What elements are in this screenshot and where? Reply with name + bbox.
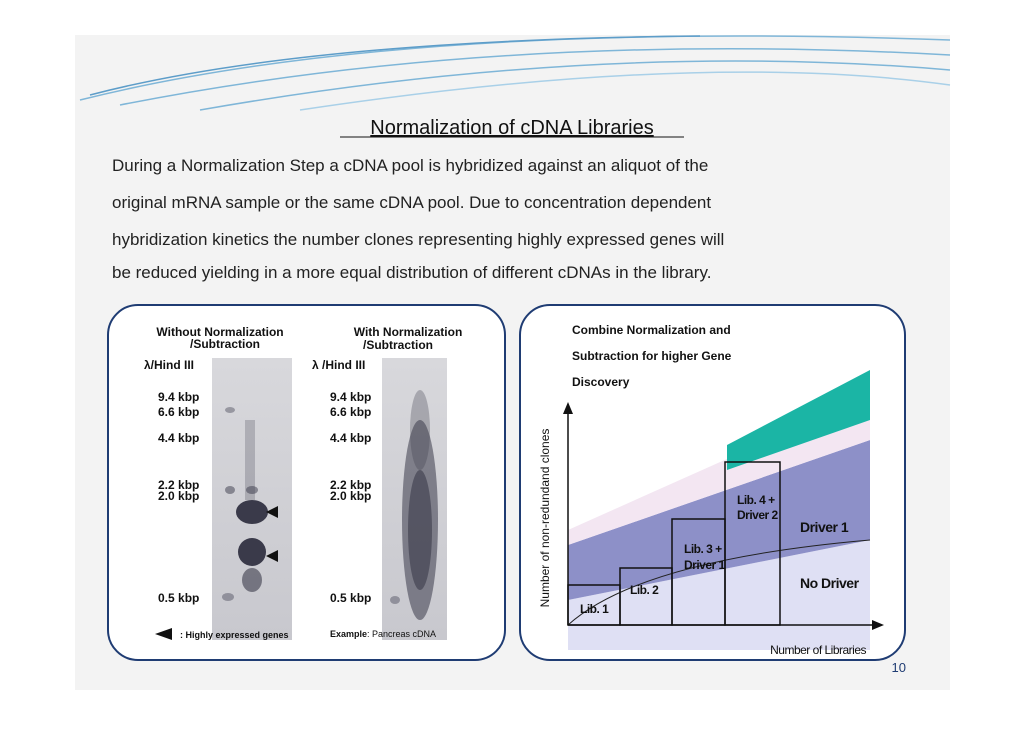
paragraph-line: original mRNA sample or the same cDNA po… xyxy=(112,193,711,212)
gel-without xyxy=(212,358,292,640)
page-number: 10 xyxy=(892,660,906,675)
title: Normalization of cDNA Libraries xyxy=(370,117,653,139)
arrows xyxy=(155,506,278,640)
paragraph-line: During a Normalization Step a cDNA pool … xyxy=(112,156,708,175)
lib-label: Lib. 1 xyxy=(580,602,609,616)
paragraph-line: be reduced yielding in a more equal dist… xyxy=(112,263,711,282)
diagram xyxy=(563,370,884,650)
size-marker: 6.6 kbp xyxy=(158,405,199,419)
size-marker: 0.5 kbp xyxy=(330,591,371,605)
band-label: No Driver xyxy=(800,575,860,591)
y-axis-label: Number of non-redundand clones xyxy=(538,429,552,608)
heading: With Normalization xyxy=(354,325,463,339)
legend: : Highly expressed genes xyxy=(180,630,289,640)
ladder-label: λ /Hind III xyxy=(312,358,365,372)
heading: Without Normalization xyxy=(156,325,283,339)
lib-label: Lib. 3 + xyxy=(684,542,722,556)
diagram-title: Discovery xyxy=(572,375,630,389)
example: Example: Pancreas cDNA xyxy=(330,629,436,639)
heading: /Subtraction xyxy=(363,338,433,352)
gel-bands xyxy=(222,407,268,601)
size-marker: 9.4 kbp xyxy=(330,390,371,404)
size-marker: 4.4 kbp xyxy=(330,431,371,445)
x-axis-label: Number of Libraries xyxy=(770,643,866,657)
lib-label: Lib. 2 xyxy=(630,583,659,597)
size-marker: 2.2 kbp xyxy=(158,478,199,492)
gel-smear xyxy=(390,390,438,620)
size-marker: 0.5 kbp xyxy=(158,591,199,605)
size-marker: 6.6 kbp xyxy=(330,405,371,419)
lib-label: Lib. 4 + xyxy=(737,493,775,507)
paragraph-line: hybridization kinetics the number clones… xyxy=(112,230,724,249)
heading: /Subtraction xyxy=(190,337,260,351)
size-marker: 9.4 kbp xyxy=(158,390,199,404)
lib-label: Driver 2 xyxy=(737,508,779,522)
example-label: Example xyxy=(330,629,367,639)
band-label: Driver 1 xyxy=(800,519,849,535)
diagram-title: Subtraction for higher Gene xyxy=(572,349,732,363)
decor xyxy=(79,35,951,111)
diagram-title: Combine Normalization and xyxy=(572,323,731,337)
size-marker: 2.0 kbp xyxy=(330,489,371,503)
size-marker: 2.0 kbp xyxy=(158,489,199,503)
ladder-label: λ/Hind III xyxy=(144,358,194,372)
size-marker: 4.4 kbp xyxy=(158,431,199,445)
example-text: : Pancreas cDNA xyxy=(367,629,436,639)
lib-label: Driver 1 xyxy=(684,558,726,572)
size-marker: 2.2 kbp xyxy=(330,478,371,492)
